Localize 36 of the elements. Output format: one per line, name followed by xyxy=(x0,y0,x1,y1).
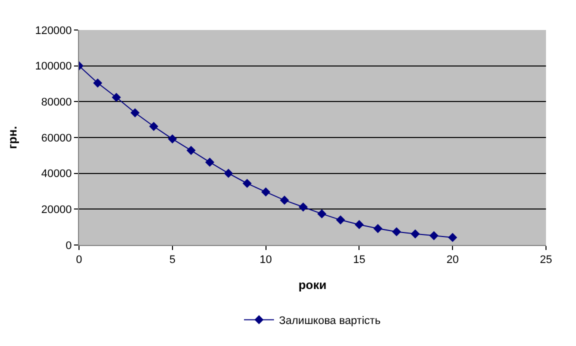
y-axis-title: грн. xyxy=(5,126,20,149)
y-tick-label: 0 xyxy=(66,240,72,252)
y-tick-label: 80000 xyxy=(41,96,72,109)
x-tick-label: 10 xyxy=(260,254,272,266)
x-tick-label: 15 xyxy=(353,254,366,266)
point xyxy=(429,231,438,240)
point xyxy=(149,122,158,131)
point xyxy=(280,196,290,205)
y-tick-label: 120000 xyxy=(35,24,72,37)
x-tick-label: 0 xyxy=(76,254,82,266)
point xyxy=(168,134,177,144)
y-tick-label: 100000 xyxy=(35,60,72,73)
point xyxy=(112,92,121,102)
y-tick-label: 60000 xyxy=(41,132,72,144)
x-tick-label: 5 xyxy=(169,254,176,266)
point xyxy=(186,146,196,155)
point xyxy=(261,187,270,197)
x-axis-title: роки xyxy=(298,278,327,292)
point xyxy=(224,168,233,178)
point xyxy=(130,108,140,118)
point xyxy=(410,229,420,238)
point xyxy=(93,78,102,88)
y-tick-label: 40000 xyxy=(41,168,72,180)
point xyxy=(336,215,346,224)
point xyxy=(373,224,382,234)
x-tick-label: 20 xyxy=(446,254,459,266)
point xyxy=(448,232,458,242)
x-tick-label: 25 xyxy=(540,254,552,266)
y-tick-label: 20000 xyxy=(41,204,72,216)
point xyxy=(392,227,402,236)
point xyxy=(205,158,214,167)
point xyxy=(242,178,252,188)
point xyxy=(298,202,308,212)
point xyxy=(317,209,326,218)
point xyxy=(354,220,364,230)
legend-label: Залишкова вартість xyxy=(279,314,381,327)
